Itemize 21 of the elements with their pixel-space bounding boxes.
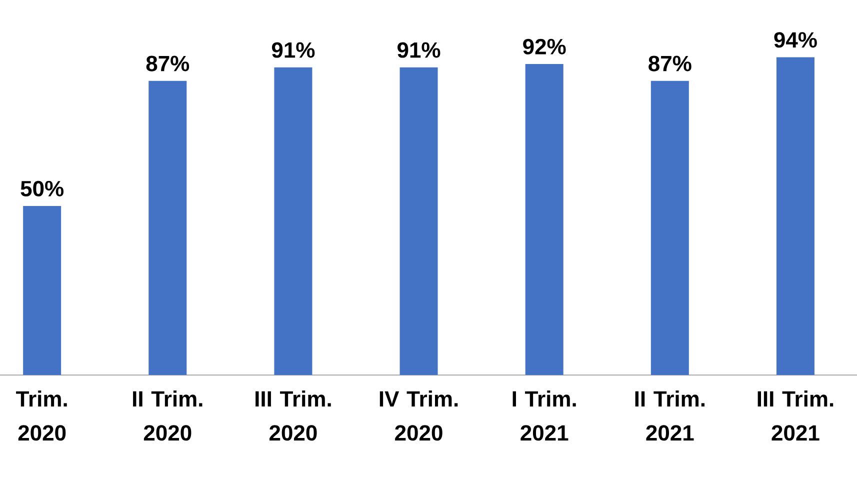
x-tick-label: Trim. 2020 [16, 390, 67, 441]
x-tick-label: III Trim. 2021 [758, 390, 834, 441]
data-label: 50% [20, 180, 64, 196]
bar [148, 80, 187, 375]
x-tick-label: II Trim. 2020 [133, 390, 202, 441]
bar [23, 206, 62, 375]
data-label: 87% [146, 56, 190, 72]
data-label: 87% [648, 56, 692, 72]
data-label: 91% [272, 42, 315, 58]
bar [525, 64, 564, 375]
data-label: 94% [774, 32, 817, 48]
bar [650, 80, 689, 375]
bar [776, 57, 814, 375]
x-tick-label: II Trim. 2021 [635, 390, 704, 441]
data-label: 91% [398, 42, 440, 58]
x-tick-label: III Trim. 2020 [256, 390, 331, 441]
data-label: 92% [523, 38, 566, 54]
bar [274, 67, 312, 375]
x-tick-label: I Trim. 2021 [512, 390, 576, 441]
x-tick-label: IV Trim. 2020 [380, 390, 458, 441]
bar [400, 67, 438, 375]
